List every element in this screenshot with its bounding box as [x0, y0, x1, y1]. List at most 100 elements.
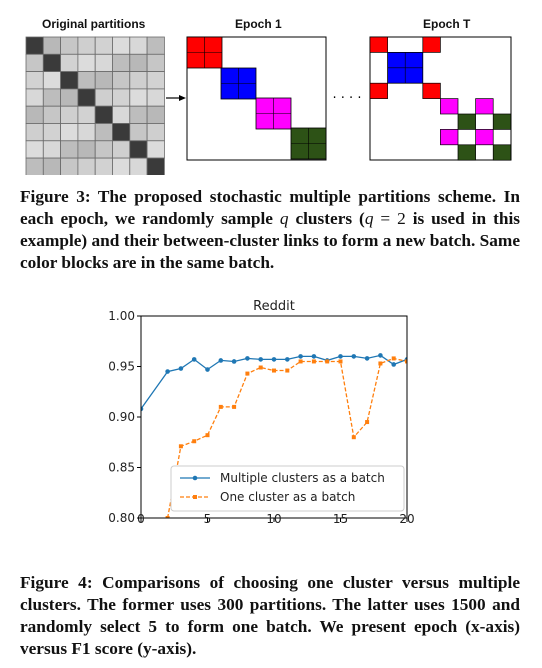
matrix-cell: [112, 36, 131, 55]
matrix-cell: [94, 71, 113, 90]
legend-label-multiple: Multiple clusters as a batch: [220, 471, 385, 485]
series-line-multiple: [141, 354, 407, 410]
batch-cell: [369, 82, 388, 99]
data-point: [365, 420, 370, 425]
figure-4-caption: Figure 4: Comparisons of choosing one cl…: [20, 573, 520, 658]
caption-part-3: is used in this example) and their betwe…: [20, 209, 520, 272]
matrix-cell: [112, 140, 131, 159]
data-point: [258, 357, 264, 362]
caption-eq: = 2: [373, 209, 406, 228]
data-point: [218, 404, 223, 409]
data-point: [378, 353, 383, 358]
matrix-cell: [25, 105, 44, 124]
data-point: [205, 433, 210, 438]
batch-cell: [457, 144, 476, 161]
batch-cell: [440, 98, 459, 115]
matrix-cell: [77, 105, 96, 124]
matrix-cell: [94, 157, 113, 175]
data-point: [245, 356, 250, 361]
data-point: [405, 359, 407, 364]
matrix-cell: [60, 123, 79, 142]
matrix-cell: [42, 71, 61, 90]
batch-cell: [475, 98, 494, 115]
matrix-cell: [129, 157, 148, 175]
matrix-cell: [129, 36, 148, 55]
matrix-cell: [77, 123, 96, 142]
matrix-cell: [77, 157, 96, 175]
matrix-cell: [42, 105, 61, 124]
panel-title-epoch-1: Epoch 1: [235, 17, 282, 31]
matrix-cell: [25, 88, 44, 107]
matrix-cell: [94, 123, 113, 142]
matrix-cell: [60, 140, 79, 159]
matrix-cell: [129, 88, 148, 107]
partition-diagram: · · · ·: [25, 36, 512, 175]
data-point: [364, 356, 370, 361]
matrix-cell: [112, 105, 131, 124]
batch-cell: [457, 113, 476, 130]
data-point: [245, 371, 250, 376]
matrix-cell: [146, 53, 165, 72]
caption-part-2: clusters (: [288, 209, 365, 228]
x-tick-label: 20: [399, 512, 414, 526]
batch-cell: [422, 36, 441, 53]
data-point: [218, 358, 224, 363]
matrix-cell: [60, 88, 79, 107]
matrix-cell: [77, 36, 96, 55]
x-tick-label: 5: [204, 512, 212, 526]
data-point: [232, 404, 237, 409]
data-point: [141, 406, 144, 412]
legend-box: [170, 465, 405, 512]
matrix-cell: [60, 157, 79, 175]
matrix-cell: [25, 140, 44, 159]
data-point: [325, 359, 330, 364]
matrix-cell: [77, 53, 96, 72]
caption-q-2: q: [364, 209, 374, 228]
data-point: [231, 359, 237, 364]
matrix-cell: [94, 88, 113, 107]
epoch-1-blocks: [186, 36, 327, 160]
chart-title: Reddit: [253, 299, 295, 314]
data-point: [285, 357, 290, 362]
matrix-cell: [77, 71, 96, 90]
matrix-cell: [112, 88, 131, 107]
matrix-cell: [129, 71, 148, 90]
diagonal-cell: [129, 140, 148, 159]
matrix-cell: [60, 53, 79, 72]
y-tick-label: 0.90: [108, 410, 135, 424]
batch-cell: [440, 129, 459, 146]
data-point: [271, 357, 277, 362]
matrix-cell: [25, 71, 44, 90]
diagonal-cell: [60, 71, 79, 90]
chart-series: [141, 353, 407, 518]
matrix-cell: [60, 36, 79, 55]
data-point: [391, 356, 396, 361]
panel-title-original: Original partitions: [42, 17, 146, 31]
data-point: [178, 366, 184, 371]
diagonal-cell: [146, 157, 165, 175]
diagonal-cell: [25, 36, 44, 55]
original-partitions-matrix: [25, 36, 165, 175]
matrix-cell: [94, 140, 113, 159]
legend-marker-multiple: [192, 475, 198, 481]
y-tick-label: 0.80: [108, 511, 135, 525]
matrix-cell: [25, 53, 44, 72]
matrix-cell: [146, 105, 165, 124]
matrix-cell: [146, 140, 165, 159]
matrix-cell: [60, 105, 79, 124]
panel-title-epoch-t: Epoch T: [423, 17, 471, 31]
data-point: [391, 362, 397, 367]
data-point: [165, 516, 170, 518]
data-point: [191, 357, 197, 362]
x-tick-label: 15: [333, 512, 348, 526]
matrix-cell: [146, 123, 165, 142]
x-tick-label: 0: [137, 512, 145, 526]
matrix-cell: [77, 140, 96, 159]
legend-marker-one: [193, 495, 197, 499]
matrix-cell: [112, 71, 131, 90]
data-point: [311, 359, 316, 364]
matrix-cell: [146, 71, 165, 90]
matrix-cell: [129, 123, 148, 142]
batch-cell: [369, 36, 388, 53]
figure-3-label: Figure 3:: [20, 187, 91, 206]
